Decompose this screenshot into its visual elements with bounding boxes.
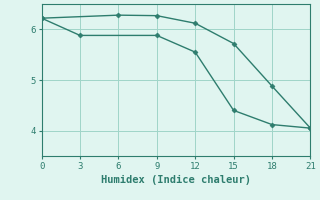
X-axis label: Humidex (Indice chaleur): Humidex (Indice chaleur) (101, 175, 251, 185)
